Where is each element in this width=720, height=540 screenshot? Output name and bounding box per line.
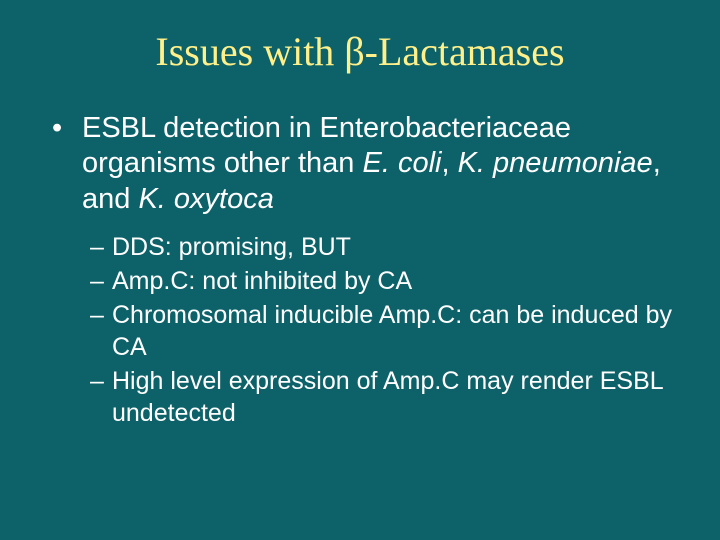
species-2: K. pneumoniae — [458, 147, 653, 179]
sub-text-4: High level expression of Amp.C may rende… — [112, 367, 663, 427]
sub-item-3: Chromosomal inducible Amp.C: can be indu… — [112, 299, 678, 363]
bullet-item-1: ESBL detection in Enterobacteriaceae org… — [78, 111, 678, 217]
sub-item-1: DDS: promising, BUT — [112, 231, 678, 263]
sep1: , — [441, 147, 457, 179]
slide-container: Issues with β-Lactamases ESBL detection … — [0, 0, 720, 540]
title-pre: Issues with — [155, 29, 344, 74]
sub-text-3: Chromosomal inducible Amp.C: can be indu… — [112, 301, 672, 361]
sub-text-2: Amp.C: not inhibited by CA — [112, 267, 412, 295]
sub-text-1: DDS: promising, BUT — [112, 233, 351, 261]
sub-item-2: Amp.C: not inhibited by CA — [112, 265, 678, 297]
bullet-list-level1: ESBL detection in Enterobacteriaceae org… — [42, 111, 678, 217]
species-3: K. oxytoca — [138, 183, 273, 215]
slide-title: Issues with β-Lactamases — [42, 28, 678, 75]
sub-item-4: High level expression of Amp.C may rende… — [112, 365, 678, 429]
species-1: E. coli — [362, 147, 441, 179]
title-post: -Lactamases — [365, 29, 565, 74]
beta-symbol: β — [344, 29, 364, 74]
bullet-list-level2: DDS: promising, BUT Amp.C: not inhibited… — [42, 231, 678, 429]
